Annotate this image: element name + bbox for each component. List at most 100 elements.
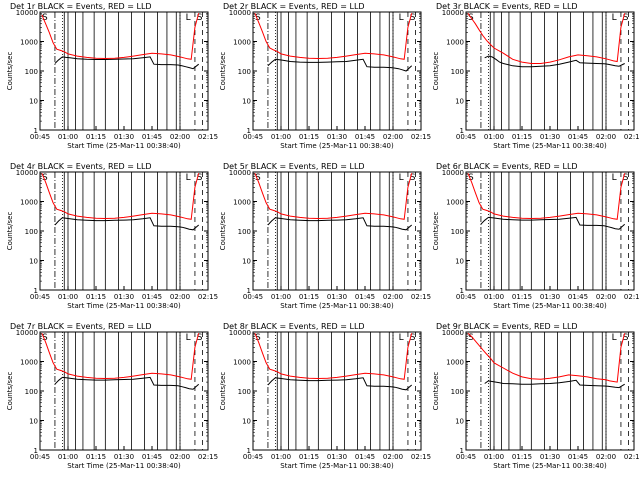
y-tick-label: 1000 (233, 39, 251, 47)
events-series-line (484, 55, 625, 68)
marker-S-left: S (468, 173, 474, 183)
y-tick-label: 1 (460, 447, 464, 455)
x-tick-label: 01:15 (299, 293, 319, 301)
x-tick-label: 00:45 (456, 133, 476, 141)
plot-frame (252, 171, 422, 291)
x-tick-label: 02:00 (170, 133, 190, 141)
x-tick-label: 01:30 (114, 453, 134, 461)
y-tick-label: 1000 (446, 359, 464, 367)
events-series-line (54, 376, 200, 390)
marker-L: L (612, 13, 617, 23)
chart-title: Det 2r BLACK = Events, RED = LLD (223, 2, 365, 11)
marker-S: S (623, 333, 629, 343)
y-axis-label: Counts/sec (219, 372, 227, 411)
y-tick-label: 100 (451, 388, 464, 396)
x-tick-label: 01:00 (271, 133, 291, 141)
chart-title: Det 1r BLACK = Events, RED = LLD (10, 2, 152, 11)
plot-frame (39, 11, 209, 131)
x-tick-label: 01:45 (142, 133, 162, 141)
chart-title: Det 3r BLACK = Events, RED = LLD (436, 2, 578, 11)
plot-frame (252, 331, 422, 451)
x-tick-label: 02:00 (383, 133, 403, 141)
x-tick-label: 01:30 (540, 293, 560, 301)
x-tick-label: 02:15 (624, 453, 640, 461)
x-tick-label: 02:00 (170, 293, 190, 301)
lld-series-line (467, 13, 626, 64)
y-tick-label: 10000 (442, 329, 464, 337)
x-tick-label: 01:15 (512, 293, 532, 301)
y-tick-label: 10000 (16, 9, 38, 17)
x-tick-label: 01:30 (327, 453, 347, 461)
events-series-line (484, 379, 625, 389)
x-tick-label: 00:45 (30, 133, 50, 141)
marker-S-left: S (42, 13, 48, 23)
x-tick-label: 01:45 (355, 293, 375, 301)
lld-series-line (254, 13, 413, 60)
x-tick-label: 02:15 (624, 133, 640, 141)
events-series-line (54, 56, 200, 70)
x-tick-label: 01:15 (86, 453, 106, 461)
x-tick-label: 00:45 (243, 453, 263, 461)
marker-L: L (612, 333, 617, 343)
marker-L: L (399, 13, 404, 23)
x-axis-label: Start Time (25-Mar-11 00:38:40) (493, 142, 607, 150)
x-tick-label: 01:00 (58, 453, 78, 461)
y-tick-label: 10000 (229, 9, 251, 17)
marker-S: S (410, 333, 416, 343)
x-tick-label: 01:45 (142, 453, 162, 461)
events-series-line (54, 217, 200, 231)
y-tick-label: 100 (25, 68, 38, 76)
x-tick-label: 01:00 (271, 453, 291, 461)
events-series-line (267, 58, 413, 72)
y-tick-label: 10 (242, 258, 251, 266)
x-tick-label: 00:45 (456, 293, 476, 301)
x-axis-label: Start Time (25-Mar-11 00:38:40) (67, 302, 181, 310)
x-tick-label: 01:30 (540, 133, 560, 141)
marker-L: L (399, 173, 404, 183)
y-axis-label: Counts/sec (6, 372, 14, 411)
x-tick-label: 02:00 (596, 133, 616, 141)
marker-S-left: S (42, 173, 48, 183)
y-tick-label: 1 (460, 127, 464, 135)
x-tick-label: 00:45 (456, 453, 476, 461)
lld-series-line (254, 333, 413, 380)
chart-title: Det 4r BLACK = Events, RED = LLD (10, 162, 152, 171)
y-axis-label: Counts/sec (432, 52, 440, 91)
y-tick-label: 1000 (446, 39, 464, 47)
x-tick-label: 01:45 (355, 133, 375, 141)
lld-series-line (467, 332, 626, 383)
lld-series-line (41, 173, 200, 220)
x-tick-label: 01:00 (484, 293, 504, 301)
plot-frame (252, 11, 422, 131)
x-tick-label: 02:00 (383, 453, 403, 461)
x-tick-label: 01:15 (86, 133, 106, 141)
x-tick-label: 01:00 (58, 293, 78, 301)
lld-series-line (41, 13, 200, 60)
x-tick-label: 02:15 (198, 453, 218, 461)
marker-L: L (612, 173, 617, 183)
y-tick-label: 1 (34, 287, 38, 295)
x-tick-label: 01:30 (327, 133, 347, 141)
marker-L: L (186, 13, 191, 23)
marker-S-left: S (468, 333, 474, 343)
x-tick-label: 01:45 (568, 453, 588, 461)
marker-S-left: S (255, 173, 261, 183)
marker-S: S (623, 13, 629, 23)
x-axis-label: Start Time (25-Mar-11 00:38:40) (67, 142, 181, 150)
y-tick-label: 100 (451, 68, 464, 76)
y-tick-label: 1000 (233, 359, 251, 367)
y-tick-label: 100 (238, 388, 251, 396)
marker-S-left: S (255, 333, 261, 343)
events-series-line (480, 216, 626, 230)
y-tick-label: 1 (34, 447, 38, 455)
x-tick-label: 01:15 (512, 453, 532, 461)
y-tick-label: 1 (34, 127, 38, 135)
chart-title: Det 5r BLACK = Events, RED = LLD (223, 162, 365, 171)
x-tick-label: 02:15 (411, 453, 431, 461)
y-tick-label: 10000 (229, 169, 251, 177)
marker-L: L (399, 333, 404, 343)
chart-title: Det 8r BLACK = Events, RED = LLD (223, 322, 365, 331)
